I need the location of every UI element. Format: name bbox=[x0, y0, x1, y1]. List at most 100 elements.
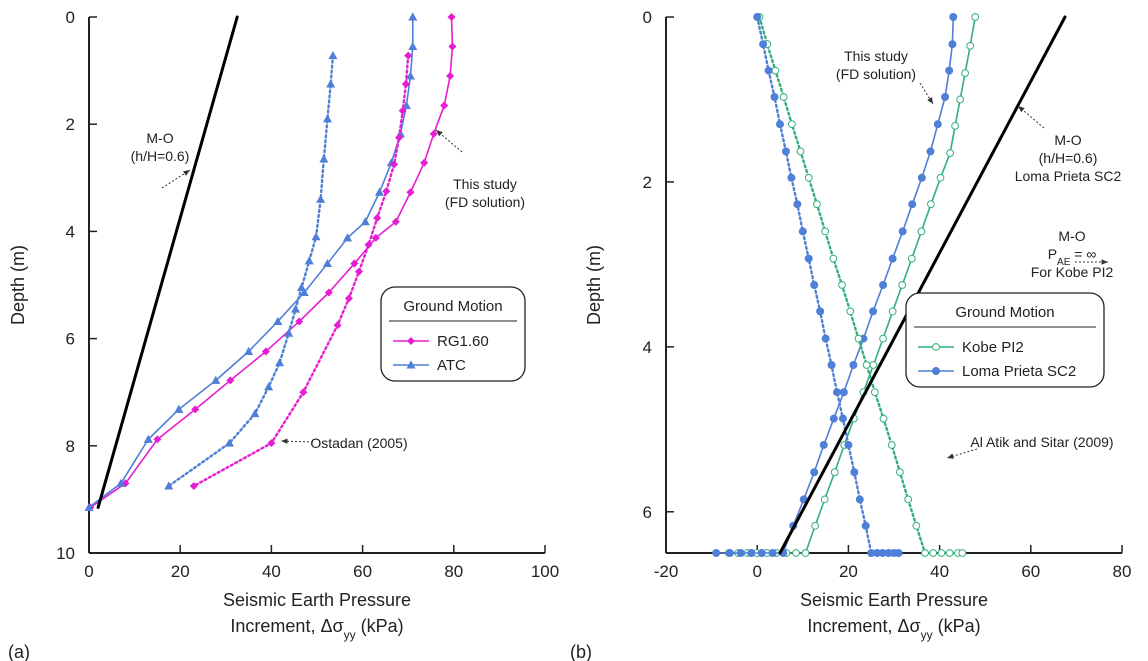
data-point bbox=[224, 438, 234, 447]
x-axis-label: Seismic Earth Pressure bbox=[223, 590, 411, 610]
data-point bbox=[408, 41, 418, 50]
annotation: Al Atik and Sitar (2009) bbox=[946, 434, 1114, 459]
series-rg1-60 bbox=[189, 51, 413, 491]
data-point bbox=[966, 41, 975, 50]
data-point bbox=[226, 376, 235, 385]
x-tick-label: 0 bbox=[84, 562, 93, 581]
x-tick-label: 80 bbox=[1113, 562, 1132, 581]
arrowhead bbox=[927, 97, 933, 104]
data-point bbox=[244, 346, 254, 355]
chart-panel-a: 0 20 40 60 80 100 0 2 4 6 8 10 Seismic Earth Pressur… bbox=[8, 8, 559, 661]
data-point bbox=[888, 307, 897, 316]
legend-marker bbox=[932, 366, 941, 375]
data-point bbox=[250, 409, 260, 418]
series-loma-prieta-sc2 bbox=[712, 12, 958, 558]
data-point bbox=[326, 79, 336, 88]
data-point bbox=[211, 375, 221, 384]
data-point bbox=[879, 280, 888, 289]
data-point bbox=[446, 71, 455, 80]
x-tick-label: 40 bbox=[930, 562, 949, 581]
data-point bbox=[143, 434, 153, 443]
data-point bbox=[838, 414, 847, 423]
annotation-text: PAE = ∞ bbox=[1048, 246, 1097, 268]
y-axis-label: Depth (m) bbox=[584, 245, 604, 325]
data-point bbox=[850, 468, 859, 477]
data-point bbox=[429, 129, 438, 138]
data-point bbox=[267, 439, 276, 448]
legend-box bbox=[905, 292, 1105, 388]
data-point bbox=[869, 307, 878, 316]
data-point bbox=[116, 478, 126, 487]
data-point bbox=[945, 66, 954, 75]
legend-label: ATC bbox=[437, 357, 466, 374]
data-point bbox=[958, 549, 967, 557]
legend-title: Ground Motion bbox=[403, 298, 502, 315]
x-tick-label: 20 bbox=[839, 562, 858, 581]
panel-label: (a) bbox=[8, 642, 30, 661]
data-point bbox=[371, 233, 380, 242]
data-point bbox=[153, 435, 162, 444]
annotation-arrow bbox=[946, 448, 978, 459]
legend-title: Ground Motion bbox=[955, 304, 1054, 321]
data-point bbox=[801, 549, 810, 557]
data-point bbox=[295, 317, 304, 326]
data-point bbox=[949, 12, 958, 21]
legend-marker bbox=[932, 343, 940, 351]
series-m-o-h-h-0-6-loma-prieta-sc2 bbox=[778, 15, 1067, 555]
data-point bbox=[870, 388, 879, 397]
arrowhead bbox=[947, 453, 954, 459]
annotation-text: (h/H=0.6) bbox=[1039, 150, 1098, 166]
data-point bbox=[821, 227, 830, 236]
arrowhead bbox=[281, 438, 288, 444]
data-point bbox=[844, 440, 853, 449]
series-line bbox=[778, 15, 1067, 555]
x-tick-label: -20 bbox=[654, 562, 679, 581]
data-point bbox=[804, 173, 813, 182]
y-tick-label: 4 bbox=[643, 338, 652, 357]
data-point bbox=[328, 50, 338, 60]
data-point bbox=[84, 502, 94, 511]
data-point bbox=[776, 120, 785, 129]
data-point bbox=[333, 321, 342, 330]
series-line bbox=[96, 15, 239, 509]
data-point bbox=[961, 69, 970, 77]
data-point bbox=[907, 254, 916, 263]
data-point bbox=[879, 334, 887, 343]
data-point bbox=[917, 227, 926, 236]
data-point bbox=[408, 12, 418, 21]
data-point bbox=[406, 188, 415, 197]
annotation-text: M-O bbox=[1058, 228, 1085, 244]
data-point bbox=[322, 114, 332, 123]
data-point bbox=[971, 13, 980, 21]
data-point bbox=[364, 240, 373, 249]
annotation-arrow bbox=[280, 440, 314, 443]
data-point bbox=[343, 233, 353, 242]
panel-label: (b) bbox=[570, 642, 592, 661]
series-kobe-pi2 bbox=[755, 13, 967, 557]
arrowhead bbox=[436, 130, 443, 137]
data-point bbox=[374, 187, 384, 196]
data-point bbox=[908, 200, 917, 209]
data-point bbox=[888, 254, 897, 263]
data-point bbox=[420, 158, 429, 167]
x-tick-label: 60 bbox=[1021, 562, 1040, 581]
chart-panel-b: -20 0 20 40 60 80 0 2 4 6 Seismic Earth Pressure In… bbox=[570, 8, 1131, 661]
data-point bbox=[768, 549, 777, 558]
data-point bbox=[189, 481, 198, 491]
data-point bbox=[838, 281, 846, 289]
y-axis-label: Depth (m) bbox=[8, 245, 28, 325]
data-point bbox=[869, 361, 878, 369]
data-point bbox=[827, 360, 836, 369]
data-point bbox=[440, 101, 449, 110]
data-point bbox=[725, 549, 734, 558]
series-line bbox=[167, 54, 335, 488]
annotation: This study (FD solution) bbox=[435, 129, 525, 210]
data-point bbox=[395, 133, 404, 142]
y-tick-label: 4 bbox=[66, 222, 75, 241]
annotation-text: M-O bbox=[1054, 132, 1081, 148]
data-point bbox=[779, 93, 788, 101]
data-point bbox=[390, 160, 399, 169]
annotation-text: For Kobe PI2 bbox=[1031, 264, 1114, 280]
data-point bbox=[324, 288, 333, 297]
data-point bbox=[921, 549, 929, 557]
